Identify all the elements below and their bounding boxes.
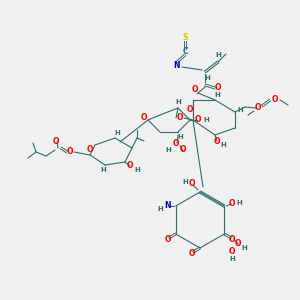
Text: H: H <box>177 134 183 140</box>
Text: O: O <box>272 95 278 104</box>
Text: H: H <box>215 52 221 58</box>
Text: O: O <box>195 116 201 124</box>
Text: H: H <box>220 142 226 148</box>
Text: H: H <box>204 75 210 81</box>
Text: H: H <box>157 206 163 212</box>
Text: H: H <box>214 92 220 98</box>
Text: O: O <box>180 146 186 154</box>
Text: O: O <box>164 235 171 244</box>
Text: H: H <box>134 167 140 173</box>
Text: O: O <box>127 161 133 170</box>
Text: O: O <box>67 148 73 157</box>
Text: H: H <box>236 200 242 206</box>
Text: O: O <box>173 140 179 148</box>
Text: O: O <box>235 239 242 248</box>
Text: H: H <box>182 179 188 185</box>
Text: H: H <box>175 99 181 105</box>
Text: H: H <box>114 130 120 136</box>
Text: O: O <box>189 248 195 257</box>
Text: H: H <box>203 117 209 123</box>
Text: O: O <box>141 112 147 122</box>
Text: O: O <box>187 106 193 115</box>
Text: H: H <box>230 256 235 262</box>
Text: C: C <box>182 47 188 56</box>
Text: O: O <box>229 200 236 208</box>
Text: O: O <box>215 83 221 92</box>
Text: O: O <box>229 235 236 244</box>
Text: H: H <box>100 167 106 173</box>
Text: N: N <box>174 61 180 70</box>
Text: O: O <box>192 85 198 94</box>
Text: H: H <box>242 245 247 251</box>
Text: N: N <box>164 202 171 211</box>
Text: H: H <box>237 107 243 113</box>
Text: O: O <box>214 136 220 146</box>
Text: O: O <box>229 248 236 256</box>
Text: O: O <box>53 137 59 146</box>
Text: O: O <box>87 146 93 154</box>
Text: S: S <box>182 34 188 43</box>
Text: O: O <box>255 103 261 112</box>
Text: O: O <box>189 179 195 188</box>
Text: O: O <box>177 113 183 122</box>
Text: H: H <box>165 147 171 153</box>
